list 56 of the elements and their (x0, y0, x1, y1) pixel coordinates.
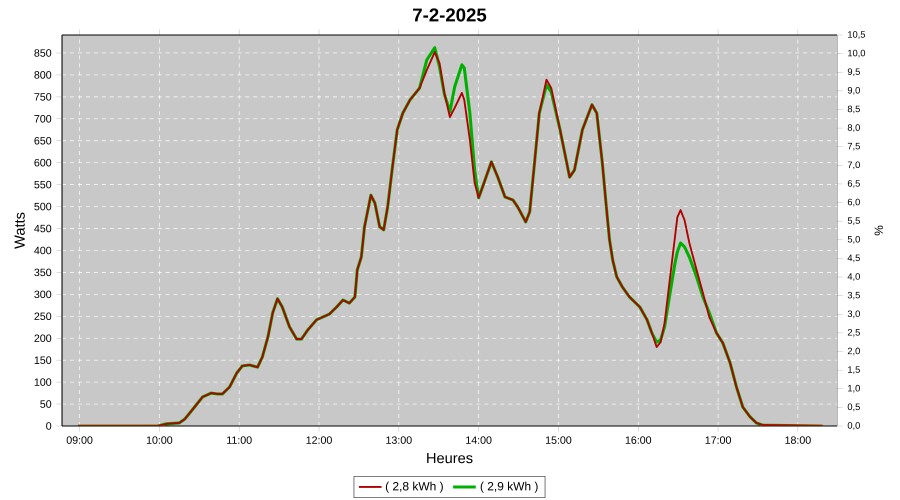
y2-tick-label: 10,0 (848, 50, 866, 58)
x-tick-label: 16:00 (626, 436, 652, 444)
y2-tick-label: 6,5 (848, 180, 860, 188)
y2-tick-label: 3,5 (848, 292, 860, 300)
y2-tick-label: 5,5 (848, 217, 860, 225)
y-tick-label: 700 (34, 115, 52, 123)
x-axis-title: Heures (427, 453, 473, 464)
x-tick-label: 15:00 (546, 436, 572, 444)
y-tick-label: 300 (34, 290, 52, 298)
y2-tick-label: 1,0 (848, 384, 860, 393)
y2-tick-label: 8,0 (848, 124, 860, 132)
y2-tick-label: 9,5 (848, 68, 860, 76)
y2-tick-label: 10,5 (848, 31, 866, 39)
x-tick-label: 10:00 (146, 436, 172, 444)
x-tick-label: 11:00 (227, 436, 252, 444)
y2-axis-title: % (874, 226, 883, 236)
y-tick-label: 350 (34, 268, 52, 276)
legend-label: ( 2,8 kWh ) (386, 482, 443, 493)
y-tick-label: 400 (34, 246, 52, 254)
y-tick-label: 200 (34, 334, 52, 342)
y2-tick-label: 4,5 (848, 254, 860, 262)
y2-tick-label: 0,0 (848, 422, 860, 430)
y-tick-label: 0 (46, 422, 52, 430)
y-tick-label: 800 (34, 71, 52, 79)
y2-tick-label: 7,0 (848, 161, 860, 170)
y-tick-label: 500 (34, 202, 52, 210)
y-tick-label: 750 (34, 93, 52, 101)
x-tick-label: 14:00 (466, 436, 492, 444)
y2-tick-label: 3,0 (848, 310, 860, 318)
y-tick-label: 450 (34, 224, 52, 232)
y-tick-label: 250 (34, 312, 52, 320)
y-tick-label: 600 (34, 158, 52, 166)
y2-tick-label: 7,5 (848, 142, 860, 150)
y-tick-label: 150 (34, 356, 52, 364)
y-axis-title: Watts (14, 212, 25, 249)
legend-label: ( 2,9 kWh ) (480, 482, 538, 493)
y-tick-label: 550 (34, 180, 52, 188)
y2-tick-label: 5,0 (848, 236, 860, 244)
x-tick-label: 18:00 (785, 436, 811, 444)
x-tick-label: 17:00 (706, 436, 731, 444)
y2-tick-label: 9,0 (848, 87, 860, 95)
y2-tick-label: 2,0 (848, 348, 860, 356)
y2-tick-label: 1,5 (848, 366, 860, 374)
x-tick-label: 09:00 (66, 436, 92, 444)
y-tick-label: 850 (34, 49, 52, 57)
y2-tick-label: 0,5 (848, 404, 860, 412)
y-tick-label: 100 (34, 378, 52, 386)
chart-title: 7-2-2025 (413, 8, 486, 22)
x-tick-label: 12:00 (306, 436, 332, 444)
x-tick-label: 13:00 (386, 436, 412, 444)
y-tick-label: 50 (40, 400, 52, 408)
y-tick-label: 650 (34, 136, 52, 145)
y2-tick-label: 6,0 (848, 198, 860, 206)
y2-tick-label: 2,5 (848, 329, 860, 337)
y2-tick-label: 8,5 (848, 106, 860, 114)
y2-tick-label: 4,0 (848, 273, 860, 281)
